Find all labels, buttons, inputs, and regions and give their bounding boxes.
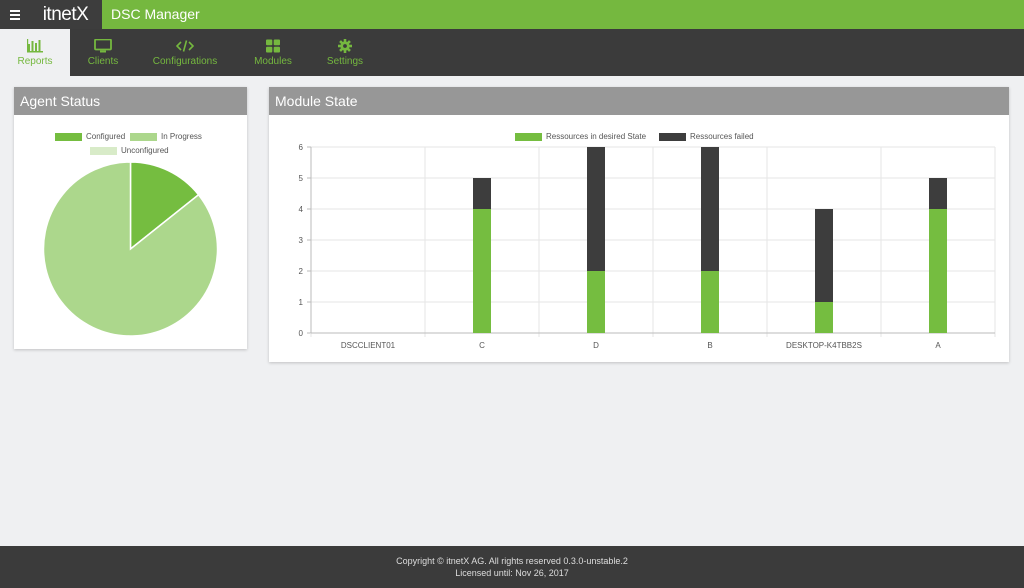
pie-slice-configured[interactable] <box>129 161 200 251</box>
bar-desired-d[interactable] <box>587 271 605 333</box>
x-tick-label: B <box>707 341 712 350</box>
bar-desired-desktop-k4tbb2s[interactable] <box>815 302 833 333</box>
x-tick-label: DSCCLIENT01 <box>341 341 396 350</box>
panel-title: Module State <box>269 87 1009 115</box>
bar-desired-a[interactable] <box>929 209 947 333</box>
module-state-panel: Module State Ressources in desired State… <box>269 87 1009 362</box>
pie-slice-in-progress[interactable] <box>42 161 219 337</box>
panel-title: Agent Status <box>14 87 247 115</box>
main-nav: Reports Clients Configurations Modules <box>0 29 1024 76</box>
nav-item-clients[interactable]: Clients <box>75 29 131 76</box>
app-title: DSC Manager <box>111 6 200 22</box>
legend-swatch <box>55 132 82 141</box>
bar-failed-c[interactable] <box>473 178 491 209</box>
x-tick-label: C <box>479 341 485 350</box>
y-tick-label: 5 <box>299 174 304 183</box>
bar-failed-a[interactable] <box>929 178 947 209</box>
legend-item-desired[interactable]: Ressources in desired State <box>515 132 646 141</box>
legend-swatch <box>130 132 157 141</box>
legend-item-failed[interactable]: Ressources failed <box>659 132 754 141</box>
legend-item-configured[interactable]: Configured <box>55 132 125 141</box>
legend-label: Configured <box>86 132 126 141</box>
copyright-text: Copyright © itnetX AG. All rights reserv… <box>396 556 628 566</box>
legend-label: In Progress <box>161 132 202 141</box>
y-tick-label: 1 <box>299 298 304 307</box>
nav-label: Configurations <box>152 55 218 67</box>
bar-failed-b[interactable] <box>701 147 719 271</box>
y-tick-label: 6 <box>299 143 304 152</box>
bar-failed-d[interactable] <box>587 147 605 271</box>
nav-label: Settings <box>326 55 364 67</box>
legend-label: Ressources failed <box>690 132 754 141</box>
nav-label: Reports <box>17 55 53 67</box>
code-icon <box>176 39 194 52</box>
top-bar: itnetX DSC Manager <box>0 0 1024 29</box>
module-state-bar-chart: 0 1 2 3 4 5 6 DSCCLIENT01 C D B DESKTOP-K4TBB2S A <box>299 143 996 350</box>
y-tick-label: 3 <box>299 236 304 245</box>
hamburger-icon <box>9 9 20 12</box>
x-tick-label: D <box>593 341 599 350</box>
legend-label: Unconfigured <box>121 146 169 155</box>
legend-item-unconfigured[interactable]: Unconfigured <box>90 146 169 155</box>
grid-icon <box>266 39 280 52</box>
gear-icon <box>338 38 352 53</box>
agent-status-pie-chart <box>42 161 219 337</box>
bar-failed-desktop-k4tbb2s[interactable] <box>815 209 833 302</box>
legend-swatch <box>90 146 117 155</box>
y-tick-label: 0 <box>299 329 304 338</box>
bar-chart-icon <box>27 38 43 52</box>
legend-swatch <box>659 132 686 141</box>
y-tick-label: 4 <box>299 205 304 214</box>
legend-swatch <box>515 132 542 141</box>
x-tick-label: A <box>935 341 941 350</box>
nav-item-configurations[interactable]: Configurations <box>146 29 224 76</box>
license-text: Licensed until: Nov 26, 2017 <box>455 568 569 578</box>
nav-item-settings[interactable]: Settings <box>321 29 369 76</box>
nav-item-reports[interactable]: Reports <box>0 29 70 76</box>
legend-item-in-progress[interactable]: In Progress <box>130 132 202 141</box>
footer: Copyright © itnetX AG. All rights reserv… <box>0 546 1024 588</box>
brand-logo[interactable]: itnetX <box>29 0 102 29</box>
y-tick-label: 2 <box>299 267 304 276</box>
bar-desired-c[interactable] <box>473 209 491 333</box>
nav-label: Clients <box>87 55 119 67</box>
bar-desired-b[interactable] <box>701 271 719 333</box>
monitor-icon <box>94 38 112 52</box>
x-tick-label: DESKTOP-K4TBB2S <box>786 341 862 350</box>
nav-item-modules[interactable]: Modules <box>248 29 298 76</box>
nav-label: Modules <box>254 55 292 67</box>
agent-status-panel: Agent Status Configured In Progress Unco… <box>14 87 247 349</box>
legend-label: Ressources in desired State <box>546 132 647 141</box>
menu-toggle-button[interactable] <box>0 0 29 29</box>
